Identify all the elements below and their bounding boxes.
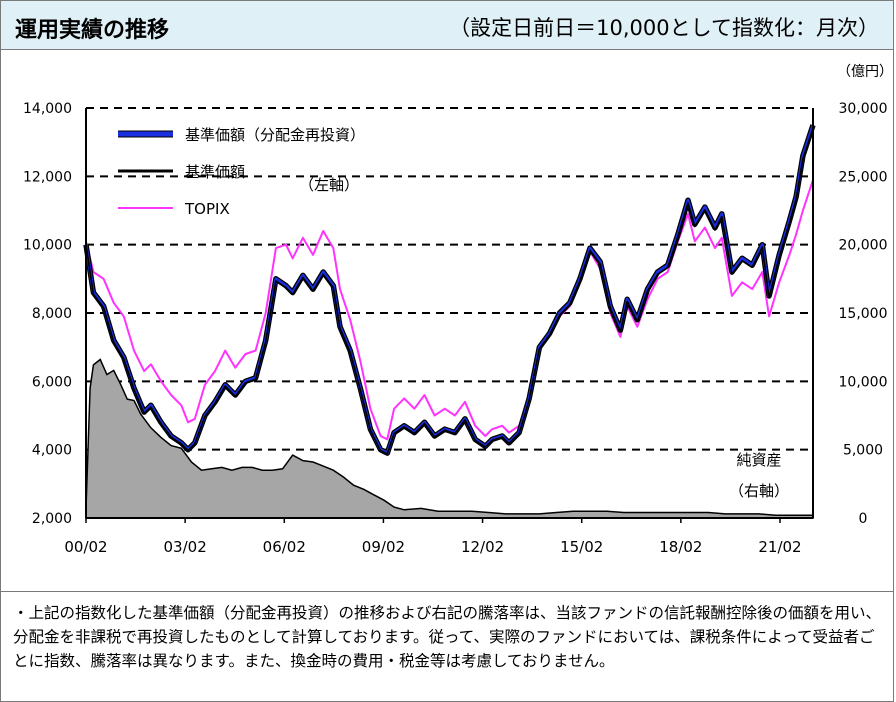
y-right-tick-label: 30,000 <box>839 101 888 117</box>
y-left-tick-label: 4,000 <box>32 443 72 459</box>
performance-chart: 2,000 4,000 6,000 8,000 10,000 12,000 14,000 0 5… <box>23 64 893 556</box>
y-right-tick-label: 5,000 <box>843 443 883 459</box>
chart-header: 運用実績の推移 （設定日前日＝10,000として指数化：月次） <box>0 0 894 50</box>
x-tick-label: 21/02 <box>758 538 801 556</box>
disclaimer-box: ・上記の指数化した基準価額（分配金再投資）の推移および右記の騰落率は、当該ファン… <box>0 591 894 702</box>
page-title: 運用実績の推移 <box>15 18 170 43</box>
x-tick-label: 09/02 <box>362 538 405 556</box>
net-assets-axis-label: （右軸） <box>729 482 789 500</box>
x-tick-label: 03/02 <box>164 538 207 556</box>
y-right-tick-label: 15,000 <box>839 306 888 322</box>
topix-line <box>85 179 814 441</box>
legend-label: TOPIX <box>184 200 230 218</box>
page-subtitle: （設定日前日＝10,000として指数化：月次） <box>449 16 879 40</box>
x-tick-label: 06/02 <box>263 538 306 556</box>
net-assets-label: 純資産 <box>736 451 781 469</box>
y-right-tick-label: 10,000 <box>839 374 888 390</box>
y-left-tick-label: 10,000 <box>23 238 72 254</box>
y-left-tick-label: 2,000 <box>32 511 72 527</box>
legend-label: 基準価額 <box>185 163 245 181</box>
net-assets-area <box>85 358 814 519</box>
y-right-tick-label: 20,000 <box>839 238 888 254</box>
y-left-tick-label: 14,000 <box>23 101 72 117</box>
x-tick-label: 15/02 <box>560 538 603 556</box>
x-tick-label: 00/02 <box>64 538 107 556</box>
y-right-tick-label: 0 <box>859 511 868 527</box>
y-left-tick-label: 8,000 <box>32 306 72 322</box>
nav-line <box>85 128 814 455</box>
y-left-tick-label: 12,000 <box>23 169 72 185</box>
x-tick-label: 18/02 <box>659 538 702 556</box>
y-left-tick-label: 6,000 <box>32 374 72 390</box>
y-right-unit-label: （億円） <box>837 64 893 80</box>
x-tick-label: 12/02 <box>461 538 504 556</box>
legend-label: 基準価額（分配金再投資） <box>185 126 365 144</box>
chart-panel: 2,000 4,000 6,000 8,000 10,000 12,000 14,000 0 5… <box>0 49 894 592</box>
left-axis-annotation: （左軸） <box>299 176 359 194</box>
y-right-tick-label: 25,000 <box>839 169 888 185</box>
disclaimer-text: ・上記の指数化した基準価額（分配金再投資）の推移および右記の騰落率は、当該ファン… <box>13 604 882 670</box>
